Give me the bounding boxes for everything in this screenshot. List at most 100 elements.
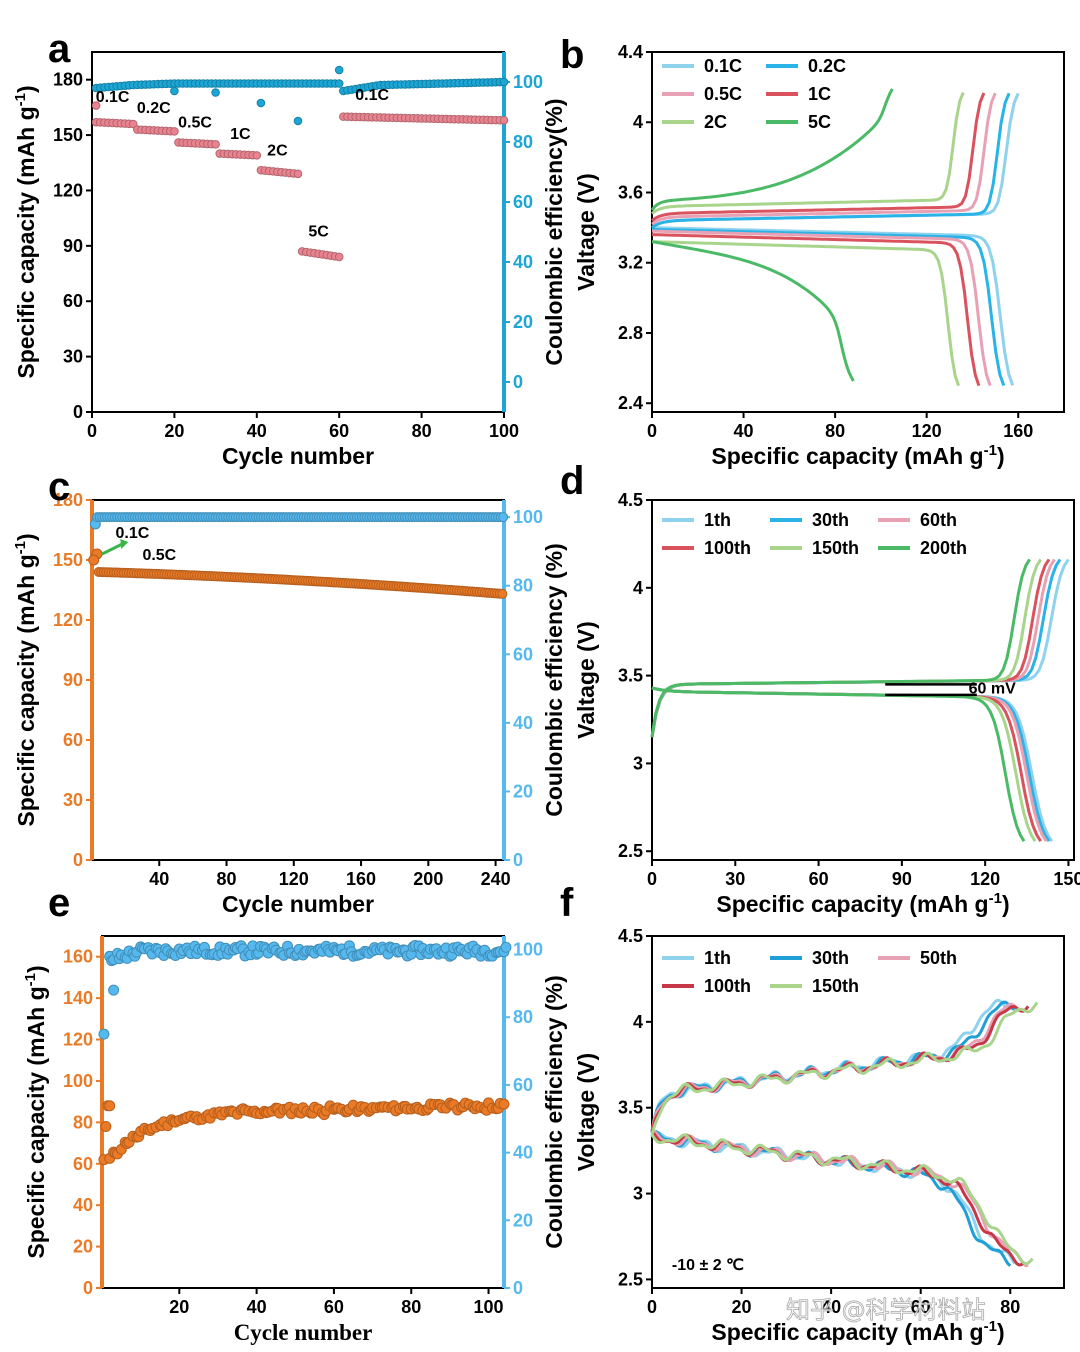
efficiency-outlier: [293, 116, 303, 126]
panel-label: d: [560, 459, 584, 503]
y-tick-label: 120: [53, 180, 83, 200]
y-axis-label: Specific capacity (mAh g-1): [22, 965, 49, 1258]
x-tick-label: 60: [329, 421, 349, 441]
x-axis-label: Cycle number: [234, 1320, 373, 1345]
x-axis-label: Specific capacity (mAh g-1): [716, 890, 1009, 917]
y-tick-label: 4.4: [618, 42, 643, 62]
legend-label: 50th: [920, 948, 957, 968]
x-tick-label: 80: [1000, 1297, 1020, 1317]
discharge-curve-1th: [651, 686, 1054, 843]
x-tick-label: 40: [149, 869, 169, 889]
rate-annotation: 0.2C: [137, 100, 171, 117]
y2-tick-label: 80: [513, 576, 533, 596]
charge-curve-150th: [650, 558, 1042, 738]
y-tick-label: 150: [53, 550, 83, 570]
y-axis-label: Voltage (V): [573, 1053, 599, 1171]
y-tick-label: 180: [53, 490, 83, 510]
y-tick-label: 60: [73, 1154, 93, 1174]
x-tick-label: 160: [346, 869, 376, 889]
x-tick-label: 150: [1053, 869, 1080, 889]
y-axis-label: Valtage (V): [573, 173, 599, 291]
panel-d: 0 30 60 90 120 150 2.5 3 3.5 4 4.5 d Specific capaci…: [560, 459, 1080, 917]
charge-curve-30th: [650, 1000, 1016, 1134]
y-tick-label: 0: [83, 1278, 93, 1298]
x-tick-label: 30: [725, 869, 745, 889]
efficiency-outlier: [256, 98, 266, 108]
y2-axis-label: Coulombic efficiency (%): [541, 543, 567, 816]
y2-tick-label: 80: [513, 1007, 533, 1027]
y-tick-label: 0: [73, 402, 83, 422]
panel-c: 40 80 120 160 200 240030609012015018002040608…: [12, 465, 567, 917]
arrow-head: [120, 539, 129, 549]
discharge-curve-100th: [650, 1130, 1025, 1267]
y-tick-label: 160: [63, 947, 93, 967]
capacity-point: [88, 554, 100, 566]
y-tick-label: 3: [633, 1184, 643, 1204]
charge-curve-200th: [650, 558, 1031, 738]
charge-curve-5C: [650, 88, 894, 211]
y2-tick-label: 20: [513, 781, 533, 801]
legend-label: 5C: [808, 112, 831, 132]
legend-label: 0.5C: [704, 84, 742, 104]
panel-label: a: [48, 27, 71, 71]
legend-label: 200th: [920, 538, 967, 558]
discharge-curve-0.5C: [651, 229, 992, 387]
legend-label: 2C: [704, 112, 727, 132]
x-tick-label: 0: [647, 869, 657, 889]
y-tick-label: 120: [63, 1030, 93, 1050]
y2-tick-label: 60: [513, 644, 533, 664]
x-tick-label: 100: [489, 421, 519, 441]
y-tick-label: 4.5: [618, 490, 643, 510]
discharge-curve-150th: [651, 686, 1037, 842]
x-axis-label: Cycle number: [222, 891, 374, 917]
plot-frame: [651, 935, 1065, 1289]
rate-annotation: 0.5C: [142, 547, 176, 564]
y-tick-label: 60: [63, 730, 83, 750]
y2-tick-label: 100: [513, 72, 543, 92]
x-tick-label: 60: [911, 1297, 931, 1317]
capacity-point: [498, 1098, 510, 1110]
x-tick-label: 60: [809, 869, 829, 889]
y-tick-label: 2.4: [618, 393, 643, 413]
y-tick-label: 20: [73, 1237, 93, 1257]
x-tick-label: 200: [413, 869, 443, 889]
rate-annotation: 5C: [308, 224, 329, 241]
legend-label: 100th: [704, 538, 751, 558]
y-tick-label: 4: [633, 578, 643, 598]
y-tick-label: 90: [63, 670, 83, 690]
y2-tick-label: 0: [513, 1278, 523, 1298]
legend-label: 30th: [812, 510, 849, 530]
capacity-point: [100, 1120, 112, 1132]
arrow-line: [101, 542, 123, 556]
legend-label: 150th: [812, 538, 859, 558]
panel-label: b: [560, 33, 584, 77]
rate-annotation: 2C: [267, 142, 288, 159]
y-axis-label: Specific capacity (mAh g-1): [12, 85, 39, 378]
y2-tick-label: 20: [513, 1210, 533, 1230]
x-tick-label: 40: [247, 1297, 267, 1317]
capacity-point: [91, 101, 101, 110]
charge-curve-60th: [650, 558, 1056, 738]
capacity-point: [499, 116, 509, 125]
y-tick-label: 180: [53, 70, 83, 90]
x-axis-label: Cycle number: [222, 443, 374, 469]
x-tick-label: 0: [87, 421, 97, 441]
x-tick-label: 80: [412, 421, 432, 441]
x-tick-label: 80: [825, 421, 845, 441]
capacity-point: [334, 252, 344, 262]
y-tick-label: 4: [633, 112, 643, 132]
y-tick-label: 40: [73, 1195, 93, 1215]
x-tick-label: 80: [217, 869, 237, 889]
rate-annotation: 0.5C: [178, 115, 212, 132]
efficiency-point: [499, 77, 509, 87]
legend-label: 1C: [808, 84, 831, 104]
efficiency-outlier: [211, 88, 220, 97]
discharge-curve-200th: [651, 686, 1026, 842]
y-tick-label: 140: [63, 988, 93, 1008]
x-axis-label: Specific capacity (mAh g-1): [711, 442, 1004, 469]
efficiency-outlier: [170, 86, 179, 96]
legend-label: 0.1C: [704, 56, 742, 76]
y2-tick-label: 60: [513, 1075, 533, 1095]
y-tick-label: 80: [73, 1112, 93, 1132]
